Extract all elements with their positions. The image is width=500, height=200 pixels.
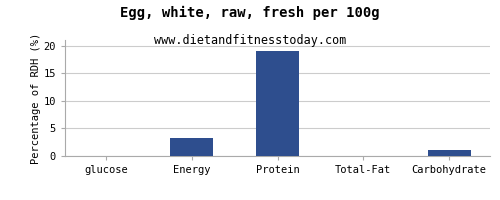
Bar xyxy=(256,51,299,156)
Bar xyxy=(170,138,213,156)
Y-axis label: Percentage of RDH (%): Percentage of RDH (%) xyxy=(30,32,40,164)
Text: Egg, white, raw, fresh per 100g: Egg, white, raw, fresh per 100g xyxy=(120,6,380,20)
Bar xyxy=(428,150,470,156)
Text: www.dietandfitnesstoday.com: www.dietandfitnesstoday.com xyxy=(154,34,346,47)
